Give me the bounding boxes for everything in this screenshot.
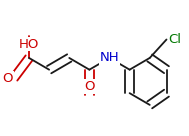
- Text: O: O: [84, 80, 95, 93]
- Text: HO: HO: [19, 38, 39, 51]
- Text: Cl: Cl: [168, 33, 181, 46]
- Text: O: O: [3, 72, 13, 85]
- Text: NH: NH: [100, 51, 119, 64]
